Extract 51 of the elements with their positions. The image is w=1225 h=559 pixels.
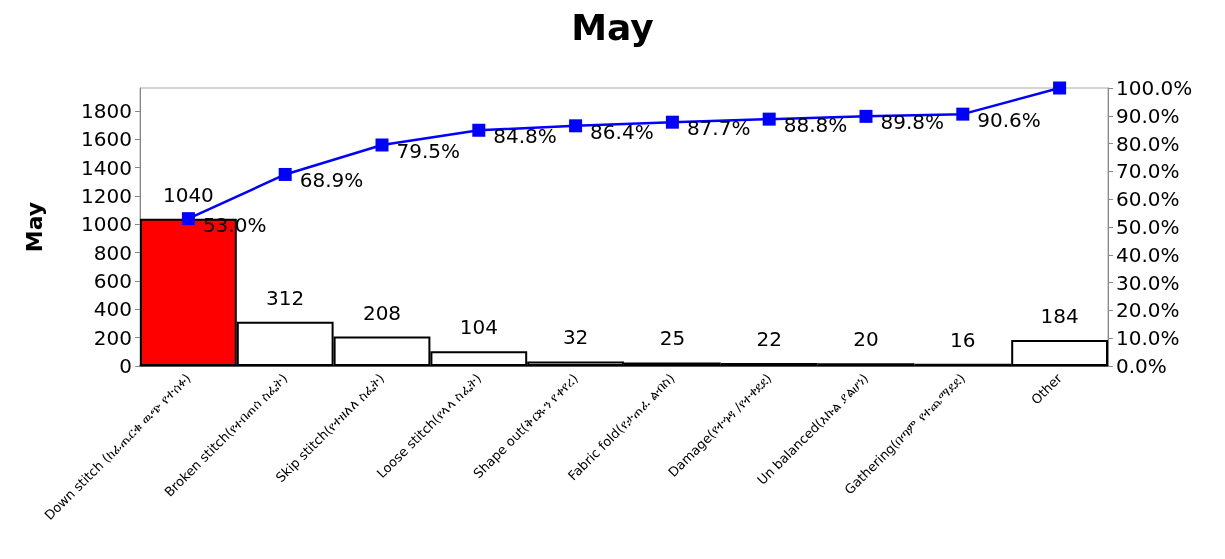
data-label: 20 (853, 327, 879, 352)
point (1053, 81, 1067, 95)
data-label: 86.4% (590, 119, 654, 144)
y2-tick-label: 80.0% (1116, 131, 1180, 156)
y2-tick-label: 10.0% (1116, 326, 1180, 351)
chart-title: May (571, 6, 654, 48)
data-label: 68.9% (299, 168, 364, 193)
y-tick-label: 1000 (81, 212, 132, 237)
data-label: 16 (950, 327, 976, 352)
y2-tick-label: 70.0% (1116, 159, 1180, 184)
y2-tick-label: 40.0% (1116, 242, 1180, 267)
y2-tick-label: 90.0% (1116, 103, 1180, 128)
data-label: 184 (1040, 303, 1079, 328)
y2-tick-label: 50.0% (1116, 215, 1180, 239)
point (859, 109, 873, 123)
y-tick-label: 1600 (81, 127, 132, 152)
y2-tick-label: 0.0% (1116, 354, 1167, 378)
data-label: 32 (562, 325, 589, 350)
y-tick-label: 800 (93, 240, 132, 265)
y-tick-label: 600 (93, 269, 132, 294)
y2-tick-label: 100.0% (1116, 76, 1193, 100)
point (569, 119, 583, 133)
point (278, 167, 292, 181)
point (181, 212, 195, 226)
data-label: 87.7% (686, 116, 751, 141)
data-label: 1040 (162, 182, 214, 207)
y-tick-label: 0 (119, 354, 132, 378)
y-tick-label: 1200 (81, 184, 132, 209)
data-label: 79.5% (396, 138, 461, 163)
data-label: 90.6% (977, 108, 1041, 133)
point (472, 123, 486, 137)
data-label: 208 (362, 300, 402, 325)
point (375, 138, 389, 152)
y-tick-label: 400 (93, 297, 132, 322)
y2-tick-label: 30.0% (1116, 270, 1180, 295)
data-label: 89.8% (880, 110, 945, 135)
data-label: 104 (459, 315, 498, 340)
data-label: 84.8% (493, 124, 557, 149)
y2-tick-label: 60.0% (1116, 187, 1180, 212)
y-axis-title: May (21, 201, 47, 253)
y-tick-label: 200 (93, 325, 132, 350)
point (665, 115, 679, 129)
point (956, 107, 970, 121)
data-label: 25 (659, 326, 686, 351)
y2-tick-label: 20.0% (1116, 298, 1180, 323)
y-tick-label: 1800 (81, 99, 132, 124)
point (762, 112, 776, 126)
y-tick-label: 1400 (81, 155, 132, 180)
data-label: 312 (266, 285, 305, 310)
data-label: 88.8% (783, 113, 848, 138)
data-label: 22 (756, 326, 782, 351)
